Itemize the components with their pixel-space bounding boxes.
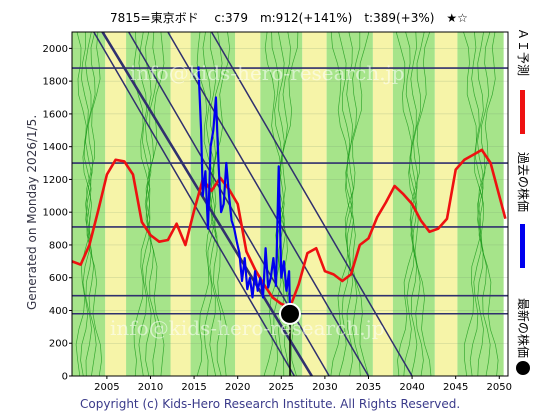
y-tick-label: 1600 — [43, 109, 68, 120]
y-tick-label: 600 — [49, 273, 68, 284]
band-wiggle-line — [273, 32, 291, 376]
band-wiggle-line — [138, 32, 158, 376]
y-tick-label: 200 — [49, 339, 68, 350]
trend-line — [93, 32, 296, 376]
watermark-top: info@kids-hero-research.jp — [130, 61, 405, 85]
band-wiggle-line — [469, 32, 491, 376]
x-tick-label: 2020 — [225, 382, 250, 393]
legend-ai-swatch — [520, 90, 525, 134]
y-tick-label: 1400 — [43, 142, 68, 153]
band-wiggle-line — [203, 32, 223, 376]
latest-price-marker — [279, 302, 301, 325]
band-wiggle-line — [81, 32, 97, 376]
legend-latest-marker — [516, 361, 530, 375]
y-tick-label: 1000 — [43, 208, 68, 219]
yellow-band — [434, 32, 458, 376]
x-tick-label: 2015 — [181, 382, 206, 393]
band-wiggle-line — [75, 32, 101, 376]
green-band — [190, 32, 236, 376]
x-tick-label: 2035 — [356, 382, 381, 393]
yellow-band — [105, 32, 127, 376]
band-wiggle-line — [277, 32, 285, 376]
yellow-band — [235, 32, 261, 376]
trend-line — [167, 32, 370, 376]
y-tick-label: 2000 — [43, 44, 68, 55]
x-tick-label: 2030 — [312, 382, 337, 393]
band-wiggle-line — [477, 32, 484, 376]
series-past-line — [197, 66, 292, 311]
band-wiggle-line — [76, 32, 102, 376]
y-tick-label: 800 — [49, 240, 68, 251]
legend: ＡＩ予測 過去の株価 最新の株価 — [516, 28, 531, 375]
generated-label: Generated on Monday 2026/1/5. — [25, 115, 39, 310]
band-wiggle-line — [338, 32, 361, 376]
x-tick-label: 2025 — [269, 382, 294, 393]
band-wiggle-line — [330, 32, 370, 376]
green-band — [457, 32, 504, 376]
band-wiggle-line — [338, 32, 361, 376]
x-tick-label: 2010 — [138, 382, 163, 393]
green-band — [392, 32, 435, 376]
plot-area — [71, 31, 509, 377]
yellow-band — [372, 32, 393, 376]
x-tick-label: 2050 — [487, 382, 512, 393]
band-wiggle-line — [405, 32, 424, 376]
band-wiggle-line — [395, 32, 432, 376]
copyright: Copyright (c) Kids-Hero Research Institu… — [80, 397, 460, 411]
watermark-bottom: info@kids-hero-research.jp — [110, 316, 385, 340]
x-tick-label: 2045 — [443, 382, 468, 393]
yellow-band — [302, 32, 327, 376]
legend-past-label: 過去の株価 — [516, 152, 531, 212]
band-wiggle-line — [410, 32, 418, 376]
y-tick-label: 1200 — [43, 175, 68, 186]
band-wiggle-line — [471, 32, 491, 376]
band-wiggle-line — [196, 32, 230, 376]
band-wiggle-line — [463, 32, 499, 376]
band-wiggle-line — [80, 32, 96, 376]
legend-latest-label: 最新の株価 — [516, 298, 531, 358]
trend-line — [210, 32, 413, 376]
legend-ai-label: ＡＩ予測 — [516, 28, 530, 76]
legend-past-swatch — [520, 224, 525, 268]
band-wiggle-line — [330, 32, 370, 376]
x-tick-label: 2040 — [399, 382, 424, 393]
x-tick-label: 2005 — [94, 382, 119, 393]
y-tick-label: 1800 — [43, 77, 68, 88]
band-wiggle-line — [463, 32, 496, 376]
y-tick-label: 400 — [49, 306, 68, 317]
band-wiggle-line — [263, 32, 299, 376]
band-wiggle-line — [133, 32, 165, 376]
band-wiggle-line — [209, 32, 217, 376]
chart-title: 7815=東京ボド c:379 m:912(+141%) t:389(+3%) … — [110, 11, 468, 25]
y-tick-label: 0 — [62, 372, 68, 383]
band-wiggle-line — [346, 32, 354, 376]
plot-border — [71, 31, 509, 377]
band-wiggle-line — [144, 32, 152, 376]
yellow-band — [170, 32, 191, 376]
green-band — [126, 32, 171, 376]
